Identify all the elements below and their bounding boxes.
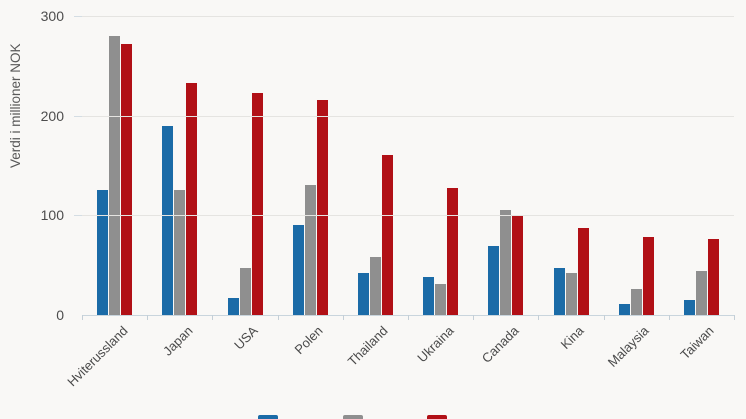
bar-blue-series-canada [488, 246, 500, 315]
axis-tick-mark [74, 215, 82, 217]
y-axis-tick-labels: 0 100 200 300 [0, 0, 64, 419]
bar-red-series-japan [186, 82, 198, 315]
x-label-ukraina: Ukraina [413, 323, 457, 366]
bar-group-hviterussland [82, 16, 147, 315]
x-axis-tick-mark [473, 315, 475, 320]
bar-red-series-malaysia [642, 237, 654, 315]
x-label-taiwan: Taiwan [677, 323, 717, 363]
bar-group-japan [147, 16, 212, 315]
axis-tick-mark [74, 16, 82, 17]
bar-blue-series-taiwan [683, 300, 695, 315]
bar-gray-series-usa [239, 268, 251, 315]
x-axis-tick-mark [82, 315, 83, 320]
bar-groups [82, 16, 734, 315]
bar-blue-series-japan [162, 125, 174, 315]
bar-gray-series-canada [500, 210, 512, 315]
y-tick-label-200: 200 [40, 107, 64, 124]
x-label-kina: Kina [557, 323, 587, 353]
x-axis-tick-mark [668, 315, 670, 320]
bar-gray-series-japan [174, 190, 186, 315]
x-axis-tick-mark [212, 315, 214, 320]
bar-blue-series-polen [292, 225, 304, 315]
bar-group-usa [212, 16, 277, 315]
gridline-300 [82, 16, 734, 17]
bar-gray-series-polen [304, 185, 316, 315]
bar-red-series-kina [577, 228, 589, 315]
legend-swatch [343, 415, 363, 419]
legend-item-3[interactable] [427, 415, 453, 419]
x-axis-tick-mark [147, 315, 149, 320]
bar-red-series-thailand [381, 154, 393, 315]
x-label-canada: Canada [478, 323, 522, 366]
bar-group-malaysia [604, 16, 669, 315]
y-tick-label-100: 100 [40, 207, 64, 224]
bar-blue-series-malaysia [618, 304, 630, 315]
x-label-malaysia: Malaysia [604, 323, 652, 370]
bar-gray-series-kina [565, 273, 577, 315]
bar-red-series-taiwan [707, 239, 719, 315]
bar-group-thailand [343, 16, 408, 315]
bar-group-polen [278, 16, 343, 315]
x-label-polen: Polen [291, 323, 326, 358]
legend-swatch [427, 415, 447, 419]
bar-red-series-ukraina [447, 188, 459, 315]
axis-tick-mark [74, 115, 82, 117]
legend-swatch [258, 415, 278, 419]
bar-gray-series-hviterussland [109, 35, 121, 315]
bar-gray-series-taiwan [695, 271, 707, 315]
y-tick-label-300: 300 [40, 8, 64, 24]
bar-red-series-usa [251, 92, 263, 315]
bar-red-series-hviterussland [121, 43, 133, 315]
x-label-usa: USA [231, 323, 261, 353]
x-axis-tick-mark [538, 315, 540, 320]
x-axis-tick-mark [277, 315, 279, 320]
bar-blue-series-ukraina [423, 277, 435, 315]
y-tick-label-0: 0 [56, 307, 64, 323]
legend-item-2[interactable] [343, 415, 369, 419]
legend [0, 415, 746, 419]
x-axis-tick-mark [734, 315, 735, 320]
bar-gray-series-malaysia [630, 289, 642, 315]
bar-gray-series-ukraina [435, 284, 447, 315]
bar-red-series-canada [512, 215, 524, 315]
x-label-thailand: Thailand [345, 323, 391, 369]
bar-group-kina [538, 16, 603, 315]
bar-blue-series-kina [553, 268, 565, 315]
x-axis-tick-mark [342, 315, 344, 320]
bar-blue-series-hviterussland [97, 190, 109, 315]
bar-group-canada [473, 16, 538, 315]
plot-area [74, 16, 735, 320]
bar-red-series-polen [316, 99, 328, 315]
legend-item-1[interactable] [258, 415, 284, 419]
gridline-200 [82, 115, 734, 117]
bar-blue-series-thailand [357, 273, 369, 315]
bar-gray-series-thailand [369, 257, 381, 315]
bar-group-taiwan [669, 16, 734, 315]
x-axis-tick-mark [603, 315, 605, 320]
x-axis-tick-mark [408, 315, 409, 320]
gridline-100 [82, 215, 734, 217]
bar-blue-series-usa [227, 298, 239, 315]
bar-group-ukraina [408, 16, 473, 315]
x-label-japan: Japan [159, 323, 196, 359]
